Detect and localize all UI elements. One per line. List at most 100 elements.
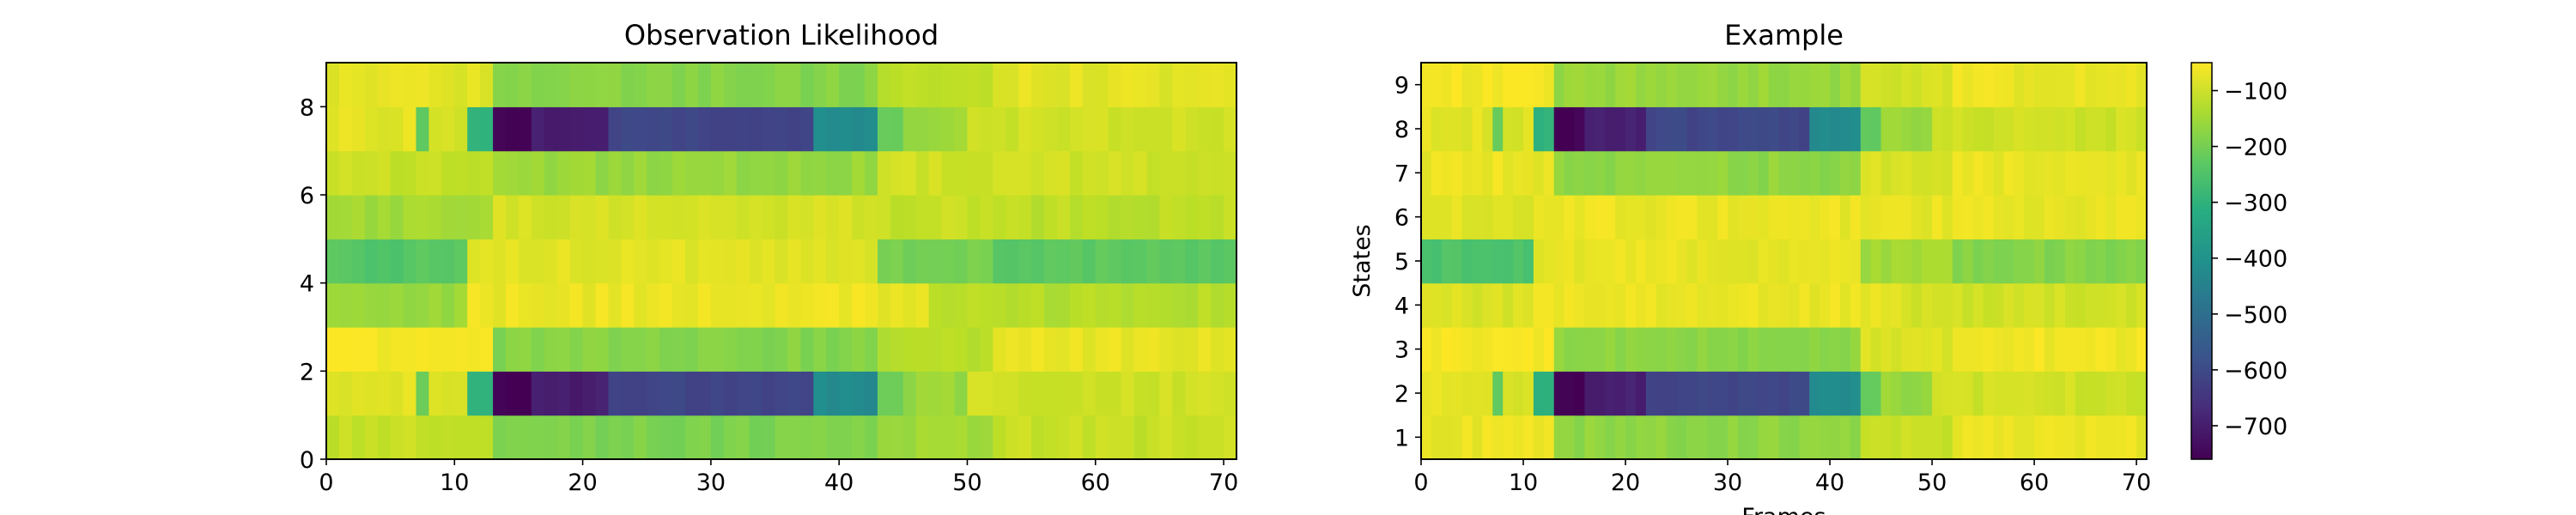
heatmap-cell xyxy=(1172,195,1186,239)
heatmap-cell xyxy=(1962,415,1974,460)
heatmap-cell xyxy=(941,106,956,152)
heatmap-cell xyxy=(1728,106,1739,152)
heatmap-cell xyxy=(1472,327,1484,372)
heatmap-cell xyxy=(954,327,969,372)
heatmap-cell xyxy=(2064,327,2076,372)
heatmap-cell xyxy=(1717,150,1728,196)
heatmap-cell xyxy=(954,239,969,284)
heatmap-cell xyxy=(1891,106,1902,152)
heatmap-cell xyxy=(723,150,738,196)
heatmap-cell xyxy=(1799,282,1810,328)
heatmap-cell xyxy=(595,195,610,239)
heatmap-cell xyxy=(1133,327,1148,372)
heatmap-cell xyxy=(993,371,1006,416)
heatmap-cell xyxy=(710,327,725,372)
heatmap-cell xyxy=(1993,195,2004,239)
heatmap-cell xyxy=(826,63,840,107)
heatmap-cell xyxy=(1809,415,1820,460)
heatmap-cell xyxy=(351,282,366,328)
chart-title: Example xyxy=(1724,19,1844,52)
heatmap-cell xyxy=(621,415,635,460)
heatmap-cell xyxy=(2024,195,2035,239)
heatmap-cell xyxy=(762,239,776,284)
heatmap-cell xyxy=(338,327,353,372)
colorbar-tick-label: −700 xyxy=(2224,414,2287,440)
heatmap-cell xyxy=(518,282,532,328)
heatmap-cell xyxy=(877,239,891,284)
heatmap-cell xyxy=(1758,282,1770,328)
heatmap-cell xyxy=(1082,415,1097,460)
heatmap-cell xyxy=(1922,106,1933,152)
heatmap-cell xyxy=(1922,63,1933,107)
heatmap-cell xyxy=(467,371,481,416)
heatmap-cell xyxy=(1993,106,2004,152)
heatmap-cell xyxy=(1839,282,1851,328)
heatmap-cell xyxy=(326,150,340,196)
heatmap-cell xyxy=(1932,150,1943,196)
heatmap-cell xyxy=(1146,371,1161,416)
heatmap-cell xyxy=(1870,282,1882,328)
heatmap-cell xyxy=(1595,63,1606,107)
heatmap-cell xyxy=(736,371,750,416)
heatmap-cell xyxy=(2014,239,2025,284)
heatmap-cell xyxy=(928,282,943,328)
heatmap-cell xyxy=(2003,327,2014,372)
heatmap-cell xyxy=(1095,282,1109,328)
heatmap-cell xyxy=(1146,63,1161,107)
heatmap-cell xyxy=(326,106,340,152)
heatmap-cell xyxy=(493,63,507,107)
heatmap-cell xyxy=(480,415,494,460)
heatmap-cell xyxy=(915,282,930,328)
heatmap-cell xyxy=(787,327,801,372)
heatmap-cell xyxy=(993,415,1006,460)
heatmap-cell xyxy=(775,195,789,239)
heatmap-cell xyxy=(1595,327,1606,372)
heatmap-cell xyxy=(506,282,519,328)
heatmap-cell xyxy=(326,239,340,284)
heatmap-cell xyxy=(1778,63,1790,107)
heatmap-cell xyxy=(1431,327,1443,372)
heatmap-cell xyxy=(1962,327,1974,372)
heatmap-cell xyxy=(338,371,353,416)
heatmap-cell xyxy=(1860,195,1872,239)
heatmap-cell xyxy=(403,195,417,239)
heatmap-cell xyxy=(556,63,571,107)
heatmap-cell xyxy=(775,63,789,107)
heatmap-cell xyxy=(1747,371,1759,416)
heatmap-cell xyxy=(1972,106,1984,152)
heatmap-cell xyxy=(454,282,468,328)
heatmap-cell xyxy=(1108,327,1122,372)
heatmap-cell xyxy=(556,150,571,196)
heatmap-cell xyxy=(865,327,878,372)
heatmap-cell xyxy=(980,239,993,284)
heatmap-cell xyxy=(377,371,392,416)
heatmap-cell xyxy=(865,63,878,107)
heatmap-cell xyxy=(351,327,366,372)
heatmap-cell xyxy=(608,239,622,284)
heatmap-cell xyxy=(1880,415,1893,460)
heatmap-cell xyxy=(390,195,404,239)
heatmap-cell xyxy=(608,415,622,460)
heatmap-cell xyxy=(1839,63,1851,107)
heatmap-cell xyxy=(685,327,699,372)
heatmap-cell xyxy=(1625,195,1637,239)
heatmap-cell xyxy=(1850,195,1862,239)
heatmap-cell xyxy=(1513,327,1524,372)
x-tick-label: 30 xyxy=(1713,470,1742,496)
heatmap-cell xyxy=(1056,371,1071,416)
heatmap-cell xyxy=(467,327,481,372)
heatmap-cell xyxy=(826,371,840,416)
heatmap-cell xyxy=(1993,327,2004,372)
heatmap-cell xyxy=(493,239,507,284)
heatmap-cell xyxy=(2085,371,2097,416)
heatmap-cell xyxy=(1922,371,1933,416)
heatmap-cell xyxy=(787,415,801,460)
heatmap-cell xyxy=(1553,63,1565,107)
heatmap-cell xyxy=(582,282,597,328)
heatmap-cell xyxy=(1676,63,1688,107)
heatmap-cell xyxy=(1820,63,1831,107)
heatmap-cell xyxy=(1005,150,1019,196)
heatmap-cell xyxy=(736,415,750,460)
heatmap-cell xyxy=(1870,371,1882,416)
heatmap-cell xyxy=(608,195,622,239)
